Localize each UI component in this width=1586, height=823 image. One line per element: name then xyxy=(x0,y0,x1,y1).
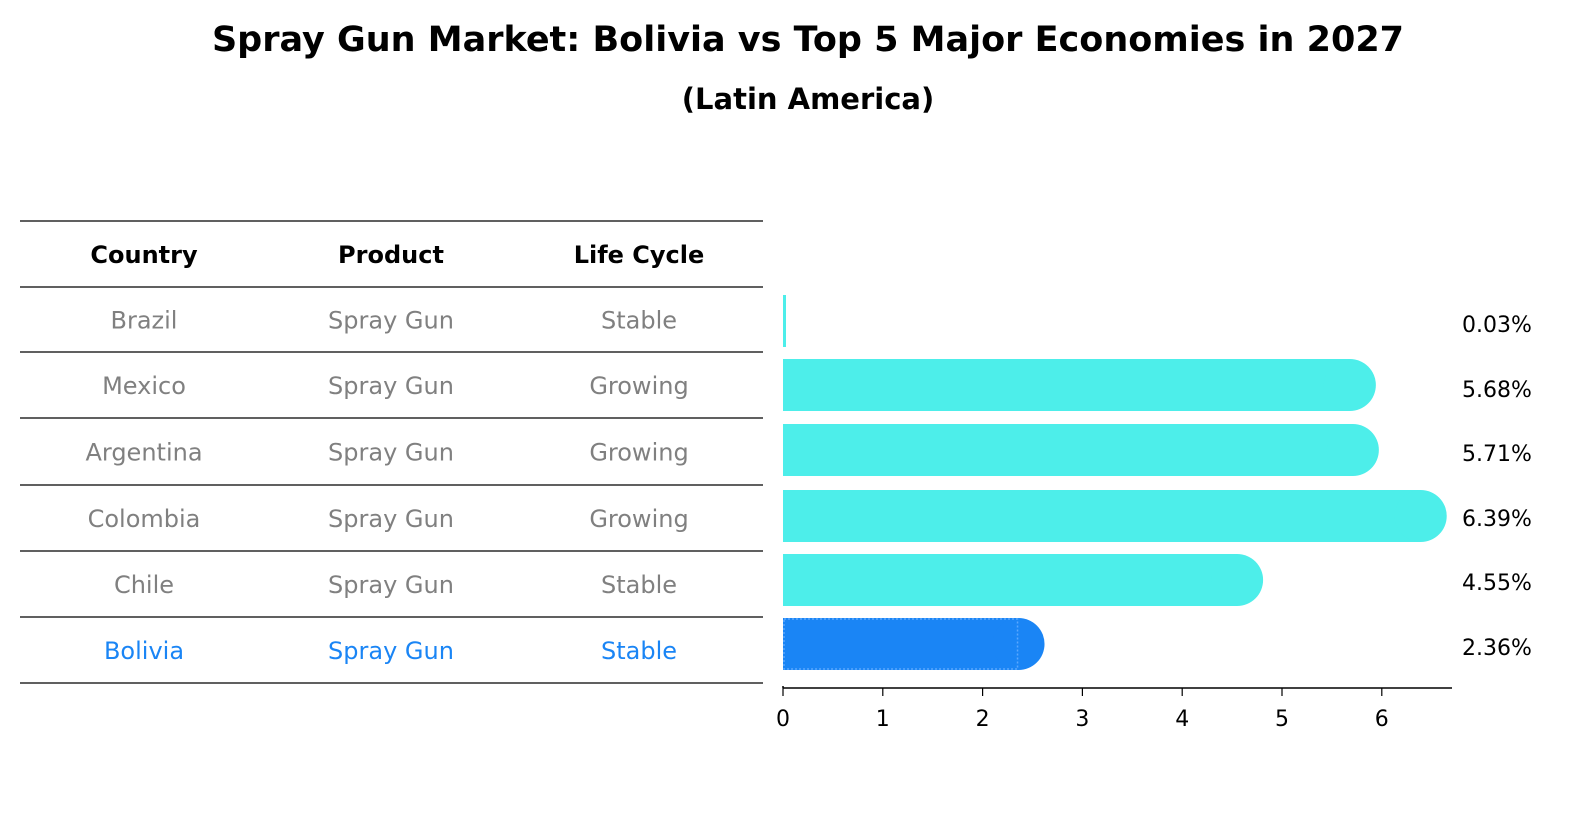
table-cell: Stable xyxy=(601,637,677,665)
chart-title: Spray Gun Market: Bolivia vs Top 5 Major… xyxy=(212,20,1404,60)
bar-cap xyxy=(1211,554,1264,606)
data-table: Country Product Life Cycle Brazil Spray Gun S… xyxy=(20,220,763,684)
value-label: 5.68% xyxy=(1462,378,1532,403)
bar-cap xyxy=(1394,490,1447,542)
bar xyxy=(783,295,786,347)
table-cell: Colombia xyxy=(88,505,201,533)
bar xyxy=(783,424,1379,476)
table-header-cell: Life Cycle xyxy=(574,241,705,269)
bar-rect xyxy=(783,618,1019,670)
value-label: 6.39% xyxy=(1462,507,1532,532)
bar-rect xyxy=(783,359,1350,411)
value-label: 5.71% xyxy=(1462,442,1532,467)
bar-highlight-outline xyxy=(783,618,1019,670)
table-cell: Spray Gun xyxy=(328,637,454,665)
bar-rect xyxy=(783,490,1421,542)
table-cell: Spray Gun xyxy=(328,372,454,400)
table-cell: Stable xyxy=(601,571,677,599)
table-cell: Mexico xyxy=(102,372,186,400)
bar-cap xyxy=(1323,359,1376,411)
x-tick-label: 0 xyxy=(776,707,790,732)
table-header-cell: Product xyxy=(338,241,444,269)
value-label: 2.36% xyxy=(1462,636,1532,661)
bar xyxy=(783,618,1045,670)
bar-series xyxy=(783,295,1447,670)
bar-rect xyxy=(783,554,1238,606)
x-tick-label: 1 xyxy=(876,707,890,732)
value-label: 4.55% xyxy=(1462,571,1532,596)
table-cell: Argentina xyxy=(85,439,202,467)
table-cell: Spray Gun xyxy=(328,505,454,533)
table-header-cell: Country xyxy=(90,241,198,269)
table-cell: Bolivia xyxy=(104,637,184,665)
value-labels: 0.03% 5.68% 5.71% 6.39% 4.55% 2.36% xyxy=(1462,313,1532,661)
table-cell: Stable xyxy=(601,307,677,335)
bar-cap xyxy=(992,618,1045,670)
x-tick-label: 6 xyxy=(1375,707,1389,732)
bar xyxy=(783,490,1447,542)
bar xyxy=(783,554,1264,606)
table-cell: Growing xyxy=(589,372,688,400)
bar-rect xyxy=(783,424,1353,476)
table-cell: Growing xyxy=(589,505,688,533)
table-cell: Brazil xyxy=(111,307,178,335)
bar xyxy=(783,359,1376,411)
x-tick-label: 3 xyxy=(1075,707,1089,732)
table-cell: Chile xyxy=(114,571,174,599)
x-tick-label: 2 xyxy=(976,707,990,732)
table-cell: Spray Gun xyxy=(328,439,454,467)
x-axis: 0 1 2 3 4 5 6 xyxy=(776,686,1452,732)
table-cell: Spray Gun xyxy=(328,307,454,335)
table-cell: Spray Gun xyxy=(328,571,454,599)
chart-subtitle: (Latin America) xyxy=(682,82,934,116)
value-label: 0.03% xyxy=(1462,313,1532,338)
table-cell: Growing xyxy=(589,439,688,467)
x-tick-label: 5 xyxy=(1275,707,1289,732)
bar-cap xyxy=(1326,424,1379,476)
x-tick-label: 4 xyxy=(1175,707,1189,732)
bar-rect xyxy=(783,295,786,347)
